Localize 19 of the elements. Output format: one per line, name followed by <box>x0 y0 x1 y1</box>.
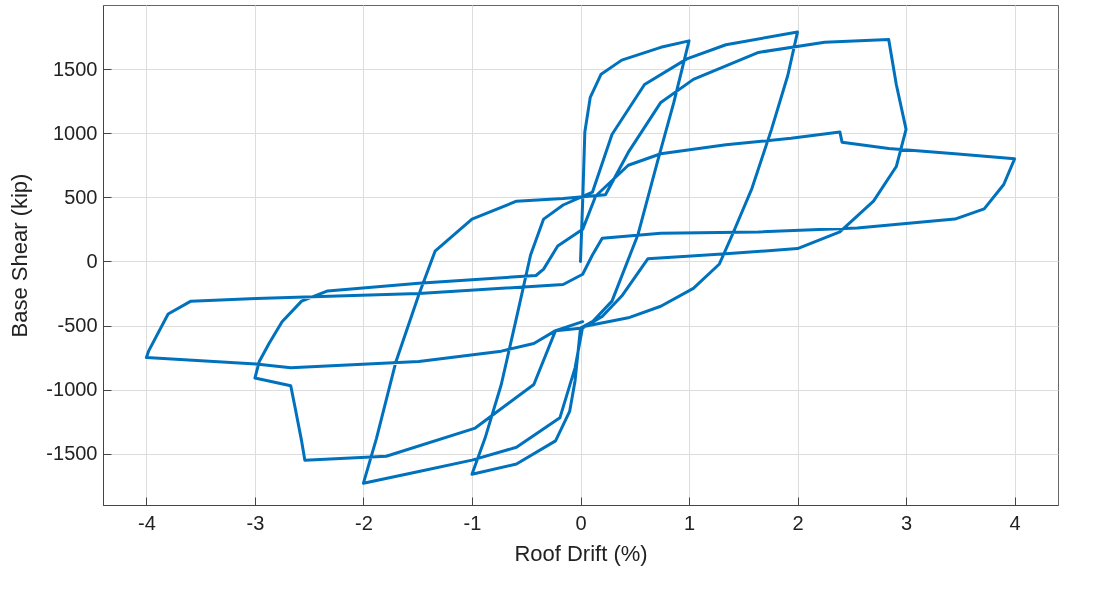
x-tick-label: 2 <box>792 511 804 534</box>
y-tick-label: 1500 <box>53 57 98 80</box>
y-axis-title: Base Shear (kip) <box>7 173 33 338</box>
y-tick-label: 500 <box>64 185 98 208</box>
y-tick-label: 1000 <box>53 121 98 144</box>
line-series <box>144 30 1017 485</box>
x-tick-label: 4 <box>1009 511 1021 534</box>
y-tick-label: -1000 <box>46 378 98 401</box>
x-axis-title: Roof Drift (%) <box>514 540 648 566</box>
x-tick-label: -4 <box>138 511 156 534</box>
y-tick-label: -1500 <box>46 442 98 465</box>
x-tick-label: 1 <box>683 511 696 534</box>
x-tick-label: 3 <box>901 511 913 534</box>
x-tick-label: -2 <box>355 511 373 534</box>
x-tick-label: -1 <box>463 511 482 534</box>
x-tick-label: 0 <box>575 511 587 534</box>
x-tick-label: -3 <box>246 511 265 534</box>
y-tick-label: 0 <box>86 249 98 272</box>
y-tick-label: -500 <box>57 314 98 337</box>
